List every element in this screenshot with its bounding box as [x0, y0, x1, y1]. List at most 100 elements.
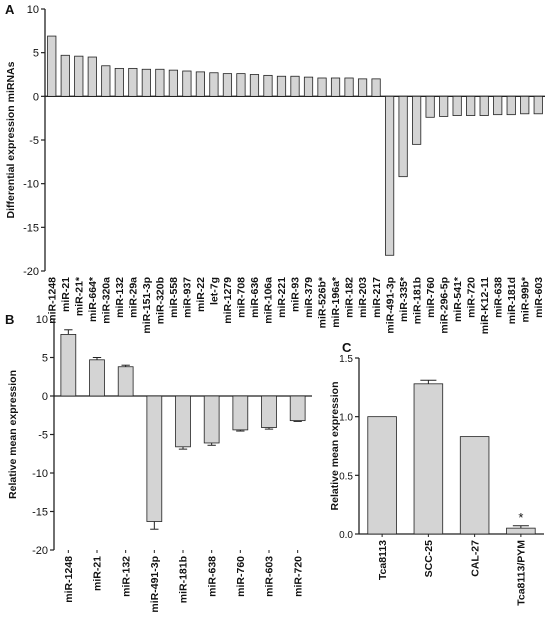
category-label: miR-22	[195, 277, 207, 312]
bar	[533, 95, 543, 115]
y-tick-label: 5	[33, 48, 39, 60]
category-label: miR-132	[114, 277, 126, 318]
category-label: miR-196a*	[330, 276, 342, 328]
category-label: miR-296-5p	[438, 277, 450, 334]
bar	[344, 77, 354, 97]
category-label: miR-526b*	[317, 276, 329, 328]
category-label: miR-181b	[411, 277, 423, 324]
bar	[385, 95, 395, 256]
bar	[466, 95, 476, 116]
panel-b-chart: B -20 -15 -10 -5 0 5 10 Relative mean expression…	[5, 312, 312, 613]
category-label: miR-379	[303, 277, 315, 318]
bar	[74, 55, 84, 97]
category-label: miR-760	[425, 277, 437, 318]
y-tick-label: 1.0	[339, 413, 353, 424]
y-tick-label: -5	[38, 430, 48, 442]
bar	[60, 333, 77, 397]
significance-marker: *	[518, 510, 523, 525]
y-tick-label: -20	[32, 545, 48, 557]
bar	[506, 527, 536, 535]
category-label: miR-21	[92, 556, 104, 591]
bar	[114, 67, 124, 97]
bar	[459, 436, 490, 535]
category-label: miR-335*	[398, 276, 410, 322]
category-label: miR-106a	[263, 277, 275, 324]
y-tick-label: 10	[36, 314, 48, 326]
category-label: miR-151-3p	[141, 277, 153, 334]
category-label: miR-181d	[506, 277, 518, 324]
category-label: miR-720	[292, 556, 304, 597]
category-label: miR-638	[206, 556, 218, 597]
panel-a-label: A	[5, 2, 15, 17]
bar	[101, 65, 111, 97]
bar	[357, 78, 368, 97]
y-tick-label: -20	[23, 266, 39, 278]
y-axis-label: Relative mean expression	[7, 370, 19, 499]
panel-c-label: C	[342, 340, 352, 355]
category-label: miR-760	[235, 556, 247, 597]
category-label: miR-708	[236, 277, 248, 318]
panel-b-label: B	[5, 312, 14, 327]
category-label: miR-93	[290, 277, 302, 312]
category-label: miR-664*	[87, 276, 99, 322]
bar	[89, 359, 105, 397]
y-tick-label: 10	[27, 4, 39, 16]
bar	[289, 395, 306, 422]
bar	[232, 395, 249, 431]
bar	[168, 69, 178, 97]
category-label: SCC-25	[423, 540, 435, 578]
y-tick-label: 0.5	[339, 471, 353, 482]
category-label: miR-636	[249, 277, 261, 318]
bar	[117, 366, 134, 397]
bar	[452, 95, 462, 116]
bar	[249, 74, 260, 97]
bar	[520, 95, 530, 115]
bar	[236, 73, 246, 97]
bar	[87, 56, 97, 97]
category-label: Tca8113/PYM	[516, 540, 528, 606]
bar	[222, 73, 233, 97]
bar	[209, 72, 219, 97]
bar	[330, 77, 341, 97]
category-label: miR-1248	[46, 277, 58, 324]
category-label: miR-541*	[452, 276, 464, 322]
bar	[367, 416, 397, 535]
category-label: miR-K12-11	[479, 277, 491, 334]
category-label: miR-603	[533, 277, 545, 318]
category-label: miR-181b	[178, 556, 190, 603]
category-label: miR-491-3p	[384, 277, 396, 334]
bar	[317, 77, 327, 97]
y-tick-label: 0	[33, 91, 39, 103]
y-tick-label: 1.5	[339, 354, 353, 365]
category-label: miR-558	[168, 277, 180, 318]
y-tick-label: -10	[32, 468, 48, 480]
bar	[398, 95, 408, 178]
bar	[60, 54, 70, 97]
category-label: miR-320a	[100, 277, 112, 324]
bar	[506, 95, 516, 116]
category-label: miR-21*	[73, 276, 85, 316]
category-label: miR-720	[465, 277, 477, 318]
category-label: miR-99b*	[519, 276, 531, 322]
bar	[371, 78, 381, 97]
bar	[439, 95, 449, 117]
y-tick-label: -10	[23, 179, 39, 191]
y-tick-label: -15	[32, 507, 48, 519]
y-tick-label: 0	[42, 391, 48, 403]
bar	[182, 70, 192, 97]
category-label: miR-491-3p	[149, 556, 161, 613]
category-label: miR-217	[371, 277, 383, 318]
bar	[303, 76, 314, 97]
y-tick-label: -5	[29, 135, 39, 147]
category-label: CAL-27	[469, 540, 481, 577]
bar	[141, 68, 151, 97]
category-label: miR-937	[182, 277, 194, 318]
bar	[276, 75, 287, 97]
bar	[413, 383, 444, 535]
bar	[479, 95, 489, 116]
category-label: miR-21	[60, 277, 72, 312]
panel-a-chart: A -20 -15 -10 -5 0 5 10 Differential expression …	[5, 2, 545, 334]
category-label: let-7g	[209, 277, 221, 305]
bar	[175, 395, 191, 448]
